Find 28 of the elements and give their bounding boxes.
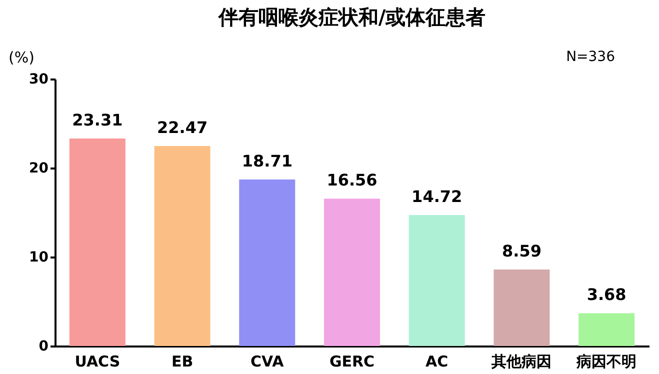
data-label: 14.72 — [412, 186, 462, 206]
y-tick-label: 30 — [29, 72, 49, 88]
bar — [578, 313, 635, 346]
data-label: 22.47 — [156, 118, 208, 138]
y-tick-label: 20 — [29, 160, 49, 176]
x-tick-label: GERC — [329, 352, 375, 370]
x-tick-label: CVA — [250, 352, 284, 370]
bar — [324, 198, 380, 346]
data-label: 18.71 — [242, 151, 292, 170]
text: N=336 — [566, 49, 616, 65]
data-label: 3.68 — [586, 285, 626, 304]
y-axis-title: (%) — [8, 48, 34, 66]
x-tick-label: 病因不明 — [576, 352, 637, 370]
x-tick-label: AC — [426, 352, 448, 370]
bar — [154, 146, 210, 346]
chart-title: 伴有咽喉炎症状和/或体征患者 — [217, 5, 486, 29]
bar — [239, 179, 296, 346]
y-tick-label: 10 — [29, 250, 49, 266]
x-tick-label: 其他病因 — [490, 352, 552, 370]
data-label: 16.56 — [326, 170, 378, 190]
x-tick-label: UACS — [74, 352, 120, 370]
bar — [69, 138, 126, 346]
bar — [408, 214, 465, 346]
data-label: 8.59 — [502, 242, 542, 261]
y-tick-label: 0 — [38, 338, 49, 354]
data-label: 23.31 — [72, 110, 123, 130]
bar — [494, 270, 550, 346]
x-tick-label: EB — [171, 352, 194, 370]
